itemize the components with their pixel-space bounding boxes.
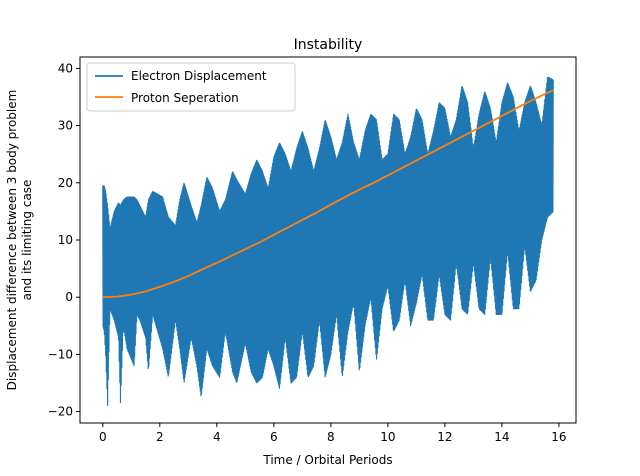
x-tick-label: 10 [380, 430, 395, 444]
x-tick-label: 0 [99, 430, 107, 444]
chart-title: Instability [294, 37, 363, 53]
plot-frame [79, 56, 577, 424]
y-axis-label-line1: Displacement difference between 3 body p… [5, 90, 19, 391]
y-tick-label: 10 [58, 233, 73, 247]
series-electron-displacement [102, 76, 554, 406]
legend-label-proton: Proton Seperation [131, 91, 239, 105]
y-axis-label-line2: and its limiting case [20, 180, 34, 301]
x-tick-label: 6 [270, 430, 278, 444]
x-tick-label: 2 [156, 430, 164, 444]
legend-label-electron: Electron Displacement [131, 69, 267, 83]
x-axis-label: Time / Orbital Periods [262, 453, 392, 467]
legend: Electron Displacement Proton Seperation [86, 62, 296, 112]
legend-box [86, 62, 296, 112]
y-tick-label: 20 [58, 176, 73, 190]
y-tick-label: −20 [48, 405, 73, 419]
x-tick-label: 12 [437, 430, 452, 444]
x-tick-label: 8 [327, 430, 335, 444]
y-tick-label: 0 [65, 290, 73, 304]
y-tick-label: 40 [58, 61, 73, 75]
x-tick-label: 4 [213, 430, 221, 444]
y-tick-label: 30 [58, 119, 73, 133]
y-tick-label: −10 [48, 347, 73, 361]
x-tick-label: 16 [551, 430, 566, 444]
series-proton-separation [102, 89, 554, 299]
x-tick-label: 14 [494, 430, 509, 444]
